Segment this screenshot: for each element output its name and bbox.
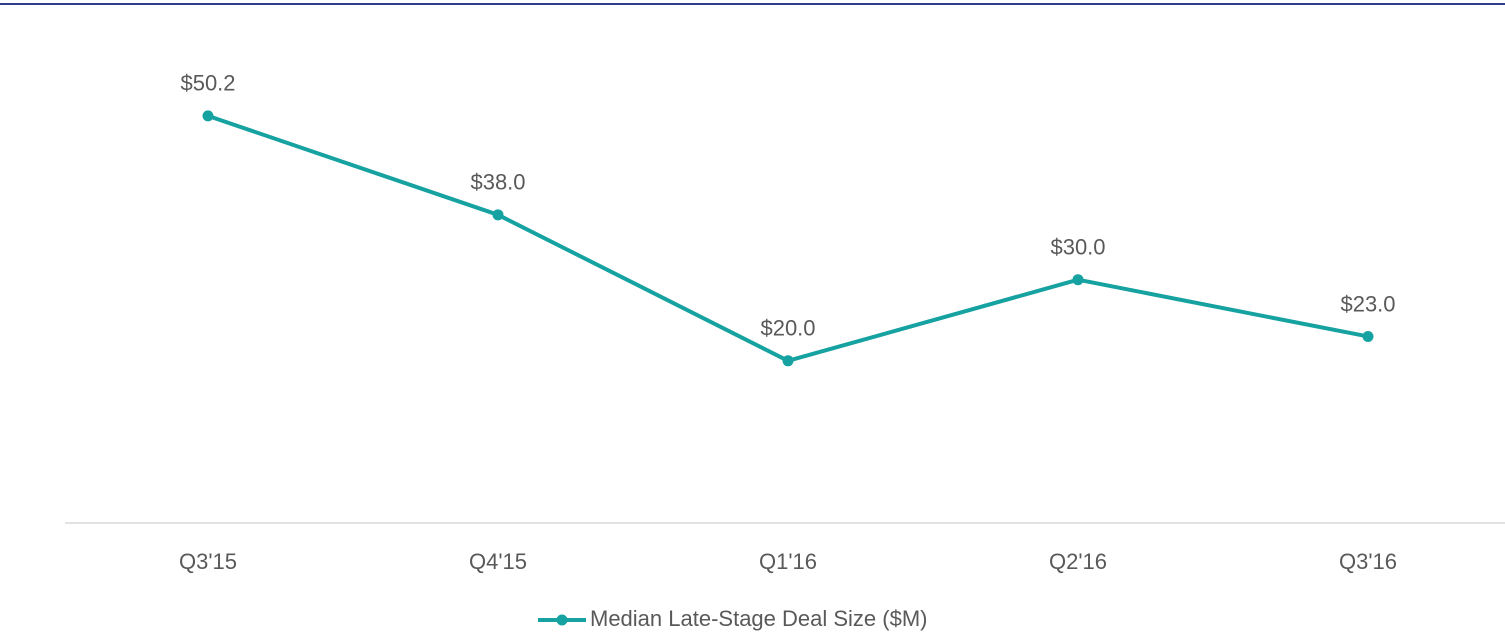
data-point	[202, 110, 214, 122]
x-tick-label: Q4'15	[469, 549, 527, 574]
data-label: $30.0	[1050, 235, 1105, 260]
x-tick-label: Q2'16	[1049, 549, 1107, 574]
x-tick-label: Q3'15	[179, 549, 237, 574]
data-point	[782, 355, 794, 367]
x-tick-label: Q1'16	[759, 549, 817, 574]
data-label: $20.0	[760, 316, 815, 341]
legend-label: Median Late-Stage Deal Size ($M)	[590, 606, 928, 631]
data-point	[1072, 274, 1084, 286]
data-point	[492, 209, 504, 221]
data-label: $23.0	[1340, 291, 1395, 316]
data-label: $38.0	[470, 170, 525, 195]
data-label: $50.2	[180, 71, 235, 96]
legend-swatch-dot	[556, 614, 568, 626]
x-tick-label: Q3'16	[1339, 549, 1397, 574]
data-point	[1362, 330, 1374, 342]
